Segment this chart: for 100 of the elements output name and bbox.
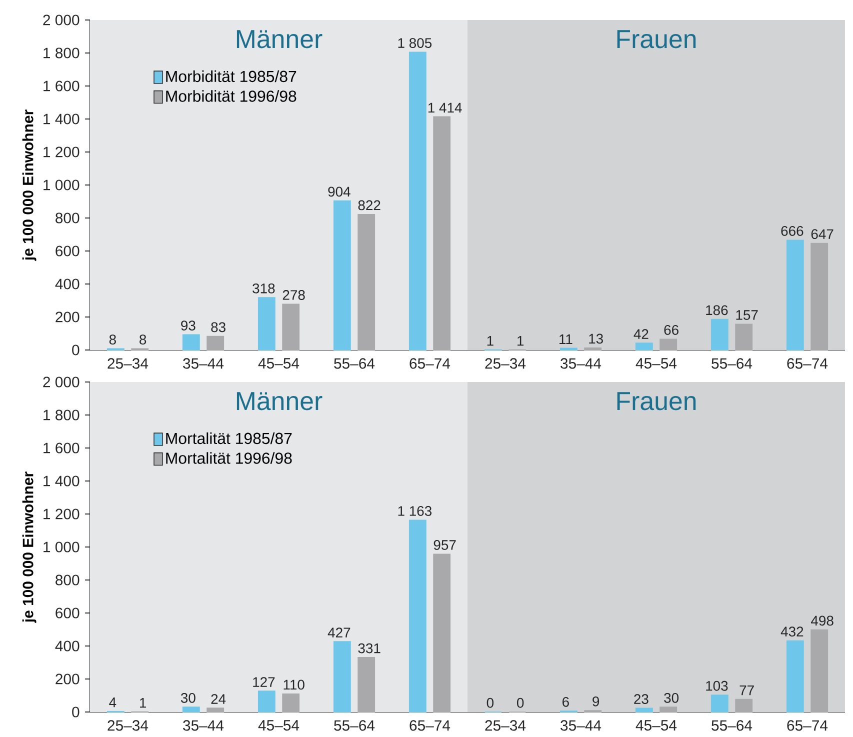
data-label: 13 (589, 334, 603, 344)
y-tick-label: 1 400 (44, 476, 80, 486)
x-tick-label: 45–54 (636, 358, 677, 369)
y-axis-title: je 100 000 Einwohner (22, 110, 36, 261)
bar (810, 242, 828, 350)
bar (635, 342, 653, 350)
data-label: 666 (781, 226, 804, 236)
y-tick-label: 2 000 (43, 14, 80, 26)
data-label: 318 (252, 283, 275, 294)
legend-label: Mortalität 1996/98 (166, 452, 292, 464)
x-tick-label: 55–64 (334, 358, 375, 369)
data-label: 9 (592, 696, 600, 706)
bar (282, 693, 300, 712)
y-tick-label: 1 600 (44, 80, 80, 92)
bar (258, 297, 276, 350)
data-label: 24 (211, 694, 226, 704)
x-tick-label: 35–44 (560, 358, 602, 369)
data-label: 186 (706, 305, 728, 316)
bar (358, 656, 376, 712)
data-label: 157 (736, 310, 758, 320)
data-label: 103 (706, 680, 728, 691)
bar (433, 116, 451, 350)
data-label: 1 163 (398, 506, 432, 516)
y-tick-label: 1 400 (44, 114, 80, 124)
bar (333, 200, 351, 350)
y-tick-label: 1 600 (44, 442, 80, 454)
data-label: 498 (811, 616, 834, 626)
data-label: 331 (358, 643, 380, 654)
x-tick-label: 35–44 (560, 720, 602, 731)
x-tick-label: 35–44 (183, 720, 224, 731)
data-label: 427 (328, 628, 350, 638)
bar (735, 324, 753, 350)
x-tick-label: 65–74 (787, 358, 828, 369)
y-tick-label: 0 (72, 344, 80, 356)
bar (258, 690, 276, 712)
data-label: 110 (284, 680, 304, 690)
y-tick-label: 1 000 (44, 180, 80, 190)
data-label: 66 (664, 325, 678, 335)
data-label: 1 805 (398, 38, 432, 48)
data-label: 8 (109, 334, 116, 344)
data-label: 1 (487, 336, 494, 346)
data-label: 11 (560, 334, 572, 344)
y-tick-label: 800 (56, 574, 80, 586)
data-label: 0 (486, 698, 494, 708)
bar (810, 629, 828, 712)
bar (182, 706, 200, 712)
x-tick-label: 25–34 (108, 720, 148, 731)
data-label: 1 (518, 336, 524, 346)
y-tick-label: 1 200 (44, 146, 80, 158)
y-tick-label: 200 (56, 674, 80, 684)
y-tick-label: 1 800 (44, 410, 80, 420)
bar (584, 347, 602, 350)
bar (660, 338, 678, 350)
legend-label: Mortalität 1985/87 (166, 432, 292, 444)
x-tick-label: 55–64 (712, 358, 752, 369)
y-tick-label: 600 (56, 246, 80, 256)
data-label: 8 (140, 334, 146, 344)
bar (206, 708, 224, 712)
data-label: 822 (358, 200, 380, 210)
annotation: Frauen (617, 30, 696, 48)
data-label: 647 (811, 229, 834, 240)
data-label: 6 (562, 696, 569, 707)
legend-label: Morbidität 1985/87 (166, 70, 296, 82)
x-tick-label: 65–74 (410, 358, 450, 369)
bar (408, 520, 426, 712)
bar (433, 554, 451, 712)
bar (710, 694, 728, 712)
x-tick-label: 65–74 (787, 720, 828, 731)
data-label: 30 (664, 692, 679, 703)
annotation: Frauen (617, 392, 696, 410)
x-tick-label: 25–34 (485, 720, 526, 731)
y-tick-label: 600 (56, 608, 80, 618)
bar (282, 304, 300, 350)
data-label: 1 414 (428, 102, 462, 112)
y-tick-label: 1 200 (44, 508, 80, 520)
data-label: 42 (634, 329, 648, 339)
data-label: 77 (740, 686, 754, 696)
y-axis-title: je 100 000 Einwohner (22, 472, 36, 623)
bar (786, 640, 804, 712)
x-tick-label: 45–54 (258, 720, 300, 731)
bar (710, 318, 728, 350)
bar (660, 706, 678, 712)
data-label: 30 (180, 692, 196, 703)
x-tick-label: 55–64 (712, 720, 752, 731)
y-tick-label: 2 000 (43, 376, 80, 388)
bar (408, 52, 426, 350)
y-tick-label: 1 000 (44, 542, 80, 552)
data-label: 1 (140, 698, 146, 708)
data-label: 0 (516, 698, 524, 708)
y-tick-label: 200 (56, 312, 80, 322)
data-label: 127 (253, 677, 275, 687)
y-tick-label: 0 (72, 706, 80, 718)
bar (182, 334, 200, 350)
data-label: 23 (634, 694, 648, 704)
bar (358, 214, 376, 350)
data-label: 4 (109, 698, 116, 708)
y-tick-label: 800 (56, 212, 80, 224)
y-tick-label: 400 (55, 640, 80, 652)
y-tick-label: 1 800 (44, 48, 80, 58)
data-label: 83 (211, 322, 226, 332)
